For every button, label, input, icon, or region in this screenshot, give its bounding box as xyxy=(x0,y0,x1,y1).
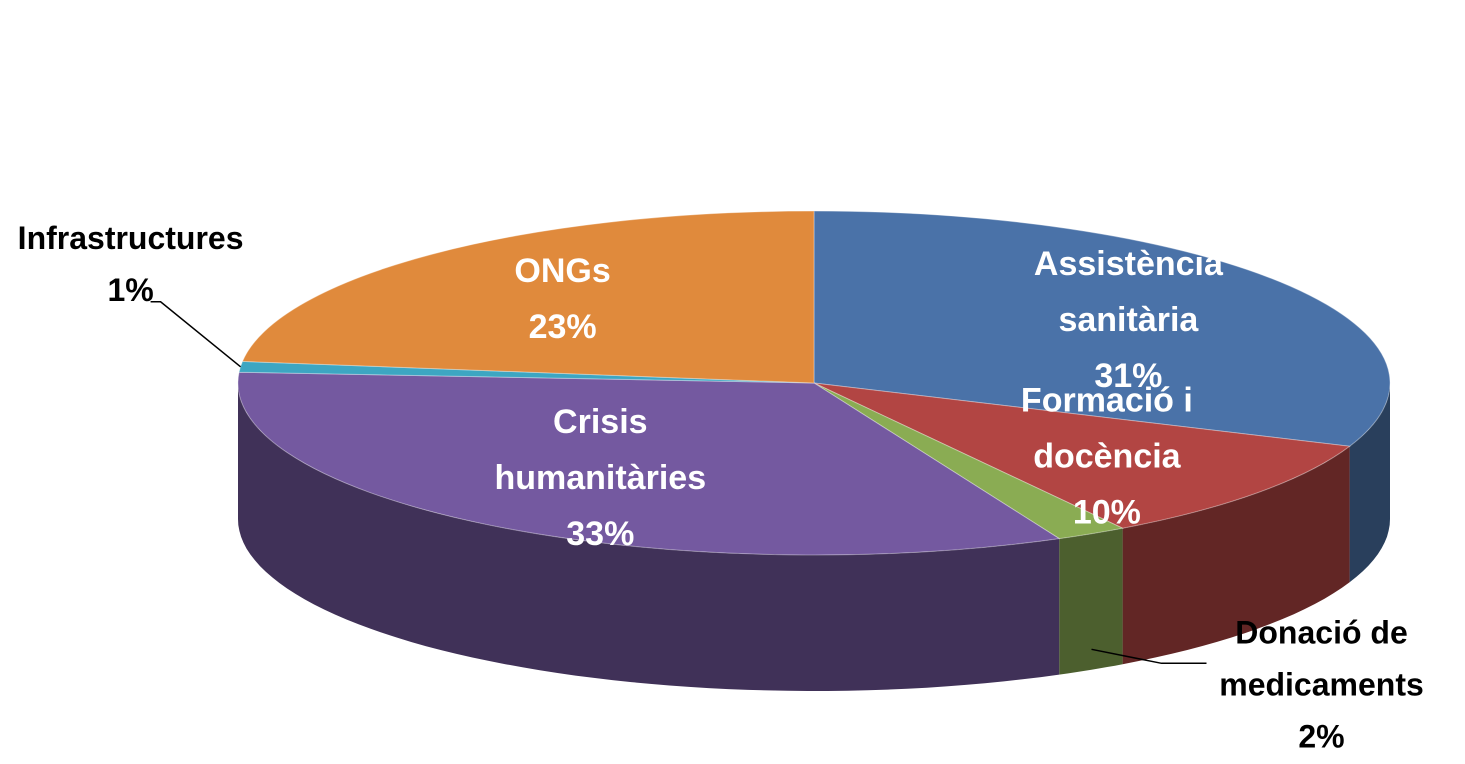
label-ongs: ONGs 23% xyxy=(514,252,610,346)
pie-side-crisis-humanitaries xyxy=(238,383,1060,691)
pie-side-donacio-de-medicaments xyxy=(1059,528,1123,675)
label-formacio-i-docencia: Formació i docència 10% xyxy=(1021,381,1193,531)
pie-slice-assistencia-sanitaria xyxy=(813,210,1391,447)
pie-slice-crisis-humanitaries xyxy=(237,371,1061,556)
pie-slice-formacio-i-docencia xyxy=(813,382,1351,529)
label-donacio-de-medicaments: Donació de medicaments 2% xyxy=(1219,614,1424,754)
pie-slice-ongs xyxy=(241,210,815,384)
label-crisis-humanitaries: Crisis humanitàries 33% xyxy=(494,403,706,553)
pie-side-formacio-i-docencia xyxy=(1122,446,1350,665)
pie-sides xyxy=(238,383,1390,691)
leader-donacio-de-medicaments xyxy=(1091,648,1207,665)
label-assistencia-sanitaria: Assistència sanitària 31% xyxy=(1034,245,1224,395)
pie-slice-donacio-de-medicaments xyxy=(813,382,1125,540)
leader-infrastructures xyxy=(150,301,242,368)
leader-lines xyxy=(150,301,1207,665)
pie-side-assistencia-sanitaria xyxy=(1349,383,1390,583)
label-infrastructures: Infrastructures 1% xyxy=(18,220,244,308)
slice-labels: Assistència sanitària 31%Formació i docènci… xyxy=(18,220,1424,754)
pie-top-faces xyxy=(237,210,1391,556)
